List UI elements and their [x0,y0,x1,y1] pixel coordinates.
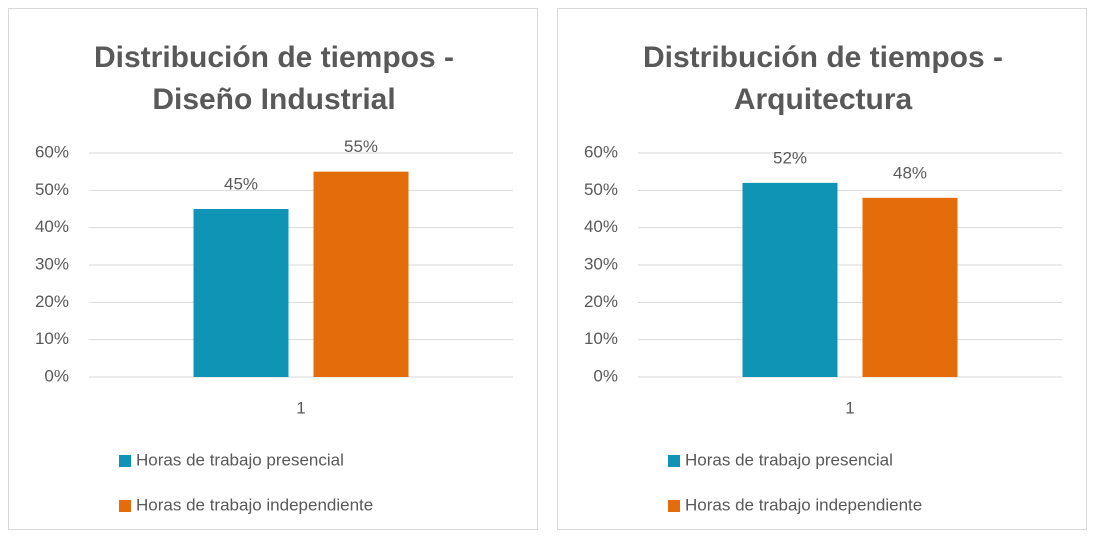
value-label: 45% [224,174,258,193]
chart-title: Distribución de tiempos - Arquitectura [642,41,1004,116]
chart-panel: Distribución de tiempos - Diseño Industr… [8,8,538,530]
y-tick-label: 40% [584,217,618,236]
bar [742,182,838,377]
y-tick-label: 20% [584,292,618,311]
y-tick-label: 20% [35,292,69,311]
chart: 0% 10% 20% 30% 40% 50% 60% 1 52% 48% Horas de trab… [584,142,1062,514]
y-tick-label: 60% [584,142,618,161]
legend-swatch [119,500,131,512]
legend-swatch [668,500,680,512]
value-label: 55% [344,137,378,156]
y-tick-label: 50% [35,180,69,199]
x-tick-label: 1 [845,398,854,417]
legend-label: Horas de trabajo presencial [685,450,893,469]
x-tick-label: 1 [296,398,305,417]
chart: 0% 10% 20% 30% 40% 50% 60% 1 45% 55% Horas de trab… [35,137,513,514]
y-tick-label: 30% [584,254,618,273]
y-tick-label: 10% [35,329,69,348]
y-tick-label: 10% [584,329,618,348]
legend-label: Horas de trabajo independiente [685,495,922,514]
bar [193,209,289,377]
bar [313,171,409,377]
legend-label: Horas de trabajo independiente [136,495,373,514]
legend-label: Horas de trabajo presencial [136,450,344,469]
y-tick-label: 0% [44,366,69,385]
value-label: 52% [773,148,807,167]
chart-title: Distribución de tiempos - Diseño Industr… [93,41,455,116]
y-tick-label: 60% [35,142,69,161]
y-tick-label: 0% [593,366,618,385]
bar [862,197,958,377]
legend-swatch [668,455,680,467]
chart-panel: Distribución de tiempos - Arquitectura 0%… [557,8,1087,530]
y-tick-label: 40% [35,217,69,236]
value-label: 48% [893,163,927,182]
y-tick-label: 30% [35,254,69,273]
legend-swatch [119,455,131,467]
y-tick-label: 50% [584,180,618,199]
